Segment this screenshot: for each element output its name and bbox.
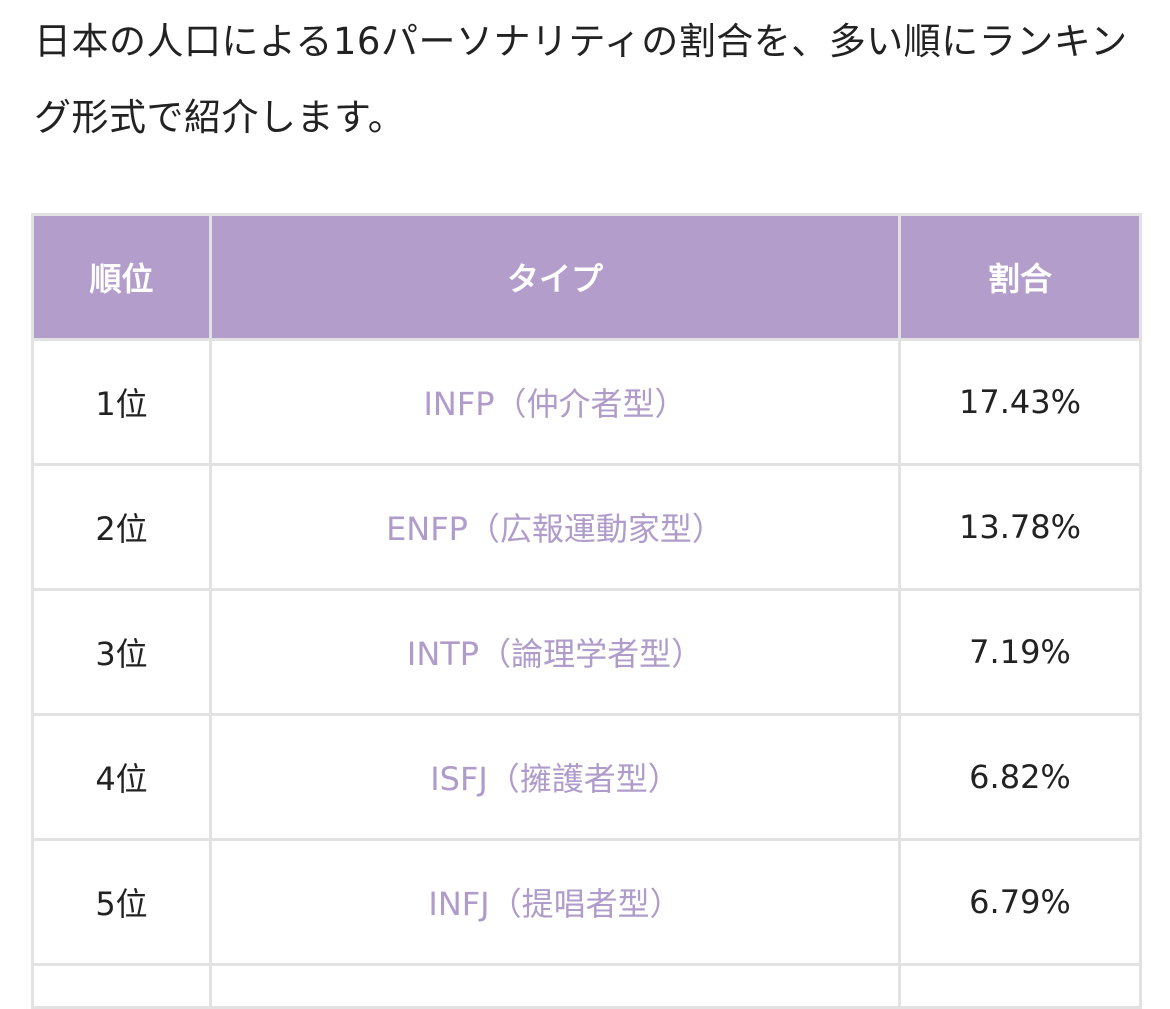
type-cell: INTP（論理学者型） <box>209 588 901 716</box>
ranking-table: 順位 タイプ 割合 1位 INFP（仲介者型） 17.43% 2位 ENFP（広報運動家型）… <box>31 213 1142 1009</box>
rank-cell: 1位 <box>31 338 212 466</box>
type-cell: ISFJ（擁護者型） <box>209 713 901 841</box>
table-header: 順位 タイプ 割合 <box>31 213 1142 341</box>
ratio-cell: 7.19% <box>898 588 1142 716</box>
ratio-cell: 6.79% <box>898 838 1142 966</box>
empty-cell <box>209 963 901 1009</box>
rank-cell: 3位 <box>31 588 212 716</box>
table-row: 4位 ISFJ（擁護者型） 6.82% <box>31 713 1142 841</box>
table-row: 5位 INFJ（提唱者型） 6.79% <box>31 838 1142 966</box>
table-body: 1位 INFP（仲介者型） 17.43% 2位 ENFP（広報運動家型） 13.78% 3位… <box>31 338 1142 1009</box>
rank-cell: 5位 <box>31 838 212 966</box>
type-cell: ENFP（広報運動家型） <box>209 463 901 591</box>
empty-cell <box>898 963 1142 1009</box>
type-cell: INFP（仲介者型） <box>209 338 901 466</box>
table-row: 2位 ENFP（広報運動家型） 13.78% <box>31 463 1142 591</box>
header-cell: タイプ <box>209 213 901 341</box>
rank-cell: 2位 <box>31 463 212 591</box>
ratio-cell: 13.78% <box>898 463 1142 591</box>
table-row-partial <box>31 963 1142 1009</box>
rank-cell: 4位 <box>31 713 212 841</box>
table-row: 3位 INTP（論理学者型） 7.19% <box>31 588 1142 716</box>
header-cell: 割合 <box>898 213 1142 341</box>
ratio-cell: 17.43% <box>898 338 1142 466</box>
ratio-cell: 6.82% <box>898 713 1142 841</box>
empty-cell <box>31 963 212 1009</box>
header-cell: 順位 <box>31 213 212 341</box>
type-cell: INFJ（提唱者型） <box>209 838 901 966</box>
table-row: 1位 INFP（仲介者型） 17.43% <box>31 338 1142 466</box>
intro-text: 日本の人口による16パーソナリティの割合を、多い順にランキング形式で紹介します。 <box>34 20 1128 139</box>
